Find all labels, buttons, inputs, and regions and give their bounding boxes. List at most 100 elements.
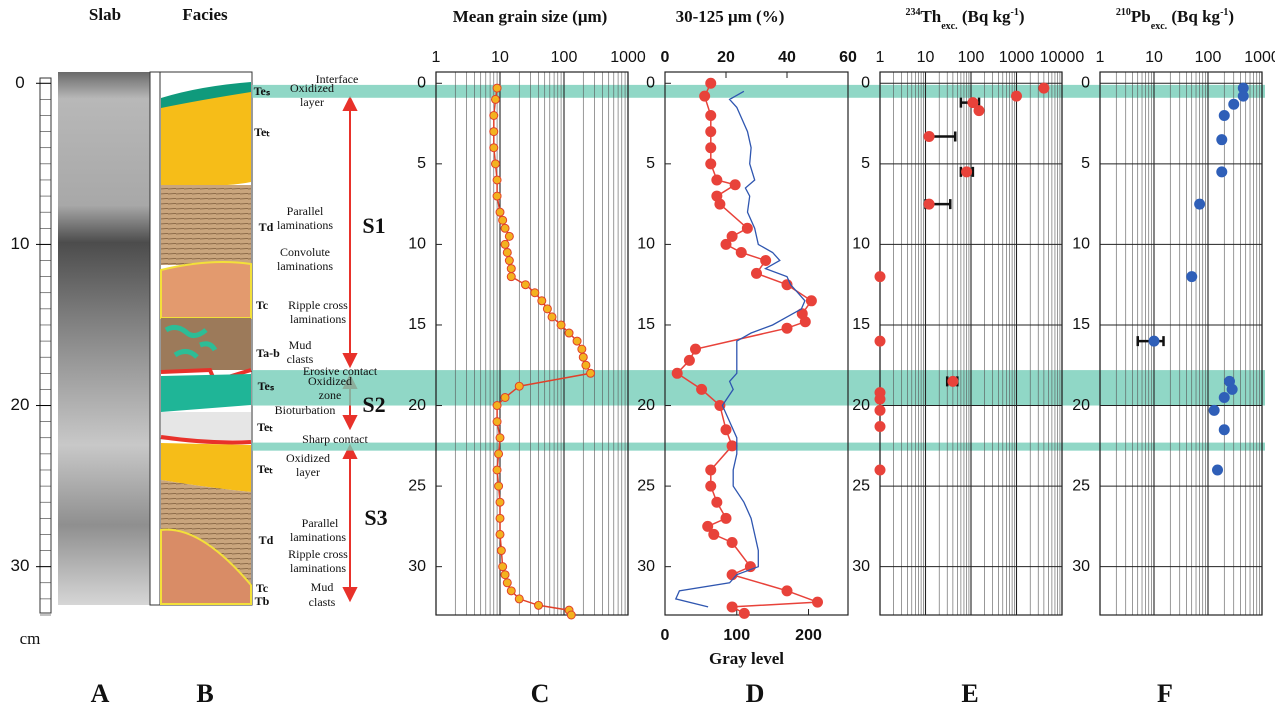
depth-tick-label: 0 (15, 73, 24, 92)
y-tick-label: 30 (408, 558, 426, 575)
slab-image (58, 72, 150, 605)
facies-label: layer (300, 95, 324, 109)
facies-label: Tc (256, 298, 269, 312)
data-point (1148, 335, 1160, 347)
data-point (1228, 98, 1240, 110)
data-point (578, 352, 588, 362)
facies-label: Erosive contact (303, 364, 378, 378)
facies-label: Teₜ (257, 420, 273, 434)
data-point (961, 166, 973, 178)
panel-label: D (746, 679, 765, 708)
facies-label: Teₛ (254, 84, 271, 98)
sequence-label: S2 (362, 392, 385, 417)
oxidized-band (252, 370, 1265, 406)
facies-clasts (164, 324, 218, 359)
x-tick-label: 1 (432, 49, 441, 66)
data-point (874, 420, 886, 432)
data-point (874, 335, 886, 347)
ruler (149, 71, 161, 606)
data-point (874, 464, 886, 476)
data-point (581, 360, 591, 370)
y-tick-label: 20 (408, 397, 426, 414)
facies-label: Parallel (287, 204, 324, 218)
data-point (1218, 424, 1230, 436)
data-point (534, 600, 544, 610)
bands (252, 84, 1265, 451)
facies-layer (161, 185, 251, 265)
title-part: -1 (1011, 7, 1019, 18)
title-part: (Bq kg (1167, 7, 1220, 26)
facies-label: Ta-b (256, 346, 280, 360)
data-line (493, 87, 592, 616)
title-part: 30-125 μm (%) (676, 7, 785, 26)
depth-tick-label: 20 (11, 395, 30, 414)
data-point (504, 231, 514, 241)
data-point (490, 94, 500, 104)
data-point (506, 586, 516, 596)
y-tick-label: 10 (408, 236, 426, 253)
data-point (514, 594, 524, 604)
data-point (498, 215, 508, 225)
data-point (1216, 134, 1228, 146)
chart-title: 30-125 μm (%) (676, 7, 785, 26)
data-point (967, 97, 979, 109)
data-point (492, 83, 502, 93)
facies-label: Convolute (280, 245, 330, 259)
data-point (726, 569, 738, 581)
x-tick-label: 20 (717, 49, 735, 66)
data-point (572, 336, 582, 346)
facies-label: Tc (256, 581, 269, 595)
x-tick-label: 40 (778, 49, 796, 66)
x2-axis-label: Gray level (709, 649, 784, 668)
panel-label: C (531, 679, 550, 708)
facies-label: laminations (277, 218, 333, 232)
data-point (506, 272, 516, 282)
y-tick-label: 5 (646, 155, 655, 172)
oxidized-band (252, 84, 1265, 98)
data-point (781, 585, 793, 597)
data-point (586, 368, 596, 378)
data-point (547, 312, 557, 322)
facies-layer (160, 261, 252, 319)
x-tick-label: 100 (958, 49, 985, 66)
data-point (947, 375, 959, 387)
data-point (738, 607, 750, 619)
facies-layer (160, 528, 252, 605)
data-point (671, 367, 683, 379)
data-point (500, 392, 510, 402)
data-point (705, 480, 717, 492)
x-tick-label: 1000 (999, 49, 1035, 66)
facies-layer (161, 374, 251, 412)
data-point (699, 90, 711, 102)
y-tick-label: 15 (637, 316, 655, 333)
data-point (500, 223, 510, 233)
y-tick-label: 20 (852, 397, 870, 414)
data-point (495, 529, 505, 539)
data-point (495, 497, 505, 507)
title-part: (Bq kg (958, 7, 1011, 26)
data-point (874, 271, 886, 283)
y-tick-label: 20 (637, 397, 655, 414)
data-point (1237, 90, 1249, 102)
data-point (1226, 383, 1238, 395)
data-point (1208, 404, 1220, 416)
title-part: 210 (1116, 7, 1131, 18)
facies-label: zone (319, 388, 342, 402)
facies-layer (161, 84, 251, 186)
data-point (492, 175, 502, 185)
slab-panel (39, 72, 150, 614)
facies-label: laminations (290, 561, 346, 575)
y-tick-label: 0 (417, 74, 426, 91)
chart-title: 210Pbexc. (Bq kg-1) (1116, 7, 1234, 32)
facies-label: Td (259, 533, 274, 547)
data-point (566, 610, 576, 620)
data-point (726, 601, 738, 613)
title-part: 234 (905, 7, 920, 18)
facies-label: Interface (316, 72, 359, 86)
y-tick-label: 25 (1072, 477, 1090, 494)
facies-label: Teₜ (254, 125, 270, 139)
data-point (711, 174, 723, 186)
data-point (720, 424, 732, 436)
facies-label: laminations (277, 259, 333, 273)
